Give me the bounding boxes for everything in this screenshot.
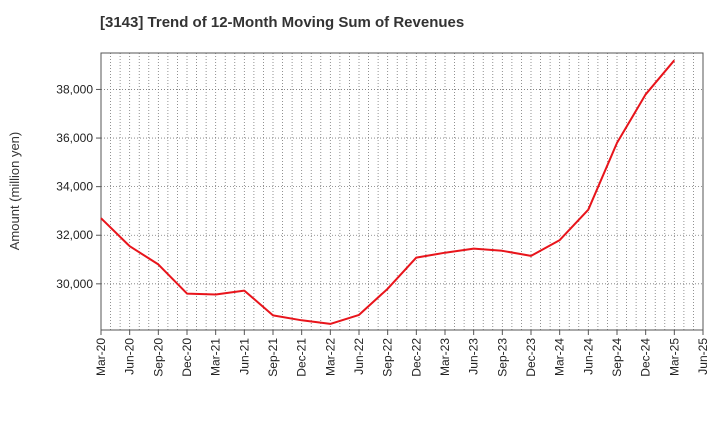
x-tick-label: Dec-21 — [295, 338, 309, 377]
series-line — [100, 59, 676, 325]
x-tick-label: Mar-20 — [94, 338, 108, 376]
x-tick-label: Sep-22 — [381, 338, 395, 377]
x-tick-label: Sep-23 — [495, 338, 509, 377]
x-tick-label: Mar-21 — [209, 338, 223, 376]
x-tick-label: Mar-24 — [553, 338, 567, 376]
x-tick-label: Dec-20 — [180, 338, 194, 377]
x-tick-label: Jun-20 — [123, 338, 137, 375]
x-tick-label: Jun-23 — [467, 338, 481, 375]
x-tick-label: Jun-24 — [581, 338, 595, 375]
series-layer — [100, 59, 676, 325]
y-axis-ticks: 30,000 32,000 34,000 36,000 38,000 — [56, 82, 101, 291]
y-tick-label: 36,000 — [56, 131, 93, 145]
x-tick-label: Mar-22 — [323, 338, 337, 376]
plot-area-border — [100, 52, 704, 331]
grid-lines — [101, 53, 703, 330]
x-tick-label: Mar-23 — [438, 338, 452, 376]
x-tick-label: Jun-21 — [237, 338, 251, 375]
x-tick-label: Dec-22 — [409, 338, 423, 377]
x-axis-ticks: Mar-20 Jun-20 Sep-20 Dec-20 Mar-21 Jun-21 Sep-… — [94, 330, 710, 377]
y-axis-title: Amount (million yen) — [7, 132, 22, 251]
x-tick-label: Jun-25 — [696, 338, 710, 375]
x-tick-label: Sep-24 — [610, 338, 624, 377]
chart-title: [3143] Trend of 12-Month Moving Sum of R… — [100, 14, 465, 31]
y-tick-label: 34,000 — [56, 180, 93, 194]
x-tick-label: Mar-25 — [667, 338, 681, 376]
x-tick-label: Dec-23 — [524, 338, 538, 377]
x-tick-label: Dec-24 — [639, 338, 653, 377]
x-tick-label: Jun-22 — [352, 338, 366, 375]
x-tick-label: Sep-20 — [151, 338, 165, 377]
y-tick-label: 32,000 — [56, 228, 93, 242]
y-tick-label: 30,000 — [56, 277, 93, 291]
y-tick-label: 38,000 — [56, 82, 93, 96]
x-tick-label: Sep-21 — [266, 338, 280, 377]
